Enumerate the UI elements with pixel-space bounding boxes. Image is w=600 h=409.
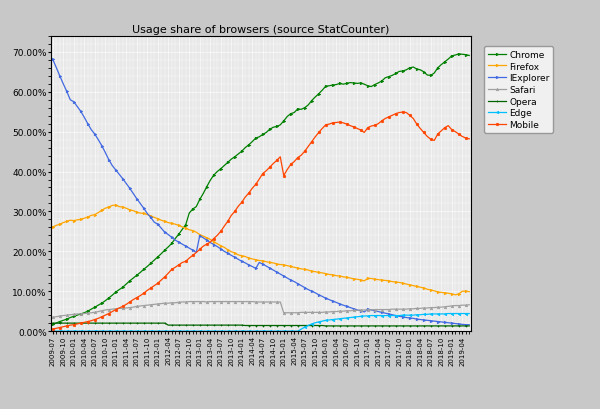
Line: Mobile: Mobile xyxy=(52,112,470,330)
Opera xyxy=(340,324,347,328)
Line: Firefox: Firefox xyxy=(52,204,470,297)
Line: Chrome: Chrome xyxy=(52,54,470,326)
Edge xyxy=(49,329,56,334)
Safari xyxy=(466,303,473,308)
Mobile xyxy=(378,119,385,124)
Opera xyxy=(137,321,144,326)
Mobile xyxy=(137,293,144,298)
Title: Usage share of browsers (source StatCounter): Usage share of browsers (source StatCoun… xyxy=(133,25,389,35)
Opera xyxy=(466,324,473,328)
Firefox xyxy=(284,263,291,268)
Chrome xyxy=(49,322,56,327)
Firefox xyxy=(458,289,466,294)
Edge xyxy=(378,313,385,318)
Mobile xyxy=(49,327,56,332)
Mobile xyxy=(399,110,406,115)
Chrome xyxy=(336,82,343,87)
Opera xyxy=(161,321,169,326)
Edge xyxy=(280,329,287,334)
Firefox xyxy=(164,220,172,225)
IExplorer xyxy=(161,230,169,235)
Chrome xyxy=(161,248,169,253)
IExplorer xyxy=(378,310,385,315)
Legend: Chrome, Firefox, IExplorer, Safari, Opera, Edge, Mobile: Chrome, Firefox, IExplorer, Safari, Oper… xyxy=(484,47,553,133)
Safari xyxy=(284,310,291,315)
IExplorer xyxy=(452,321,459,326)
Edge xyxy=(161,329,169,334)
Firefox xyxy=(382,278,389,283)
Edge xyxy=(137,329,144,334)
Opera xyxy=(382,324,389,328)
Line: Edge: Edge xyxy=(52,312,470,333)
IExplorer xyxy=(462,322,469,327)
Safari xyxy=(340,309,347,314)
Opera xyxy=(322,324,329,328)
Mobile xyxy=(161,275,169,280)
Line: IExplorer: IExplorer xyxy=(52,59,470,326)
Line: Safari: Safari xyxy=(52,301,470,319)
Firefox xyxy=(452,292,459,297)
Opera xyxy=(49,321,56,326)
IExplorer xyxy=(280,274,287,279)
Line: Opera: Opera xyxy=(52,322,470,327)
IExplorer xyxy=(137,202,144,207)
Safari xyxy=(161,301,169,306)
Firefox xyxy=(140,211,148,216)
Edge xyxy=(455,311,463,316)
Safari xyxy=(455,303,463,308)
Mobile xyxy=(466,137,473,142)
Opera xyxy=(280,323,287,328)
Firefox xyxy=(112,203,119,208)
Mobile xyxy=(280,174,287,179)
Safari xyxy=(49,315,56,320)
Mobile xyxy=(455,132,463,137)
Safari xyxy=(382,307,389,312)
Edge xyxy=(336,317,343,321)
Chrome xyxy=(378,79,385,84)
Safari xyxy=(185,299,193,304)
Firefox xyxy=(49,225,56,230)
Chrome xyxy=(452,54,459,58)
IExplorer xyxy=(466,322,473,327)
Opera xyxy=(455,324,463,328)
Mobile xyxy=(336,120,343,125)
Chrome xyxy=(466,54,473,59)
IExplorer xyxy=(336,302,343,307)
Chrome xyxy=(455,52,463,57)
IExplorer xyxy=(49,58,56,63)
Chrome xyxy=(280,119,287,124)
Edge xyxy=(466,311,473,316)
Firefox xyxy=(466,290,473,294)
Chrome xyxy=(137,270,144,275)
Firefox xyxy=(340,275,347,280)
Safari xyxy=(137,304,144,309)
Edge xyxy=(445,311,452,316)
